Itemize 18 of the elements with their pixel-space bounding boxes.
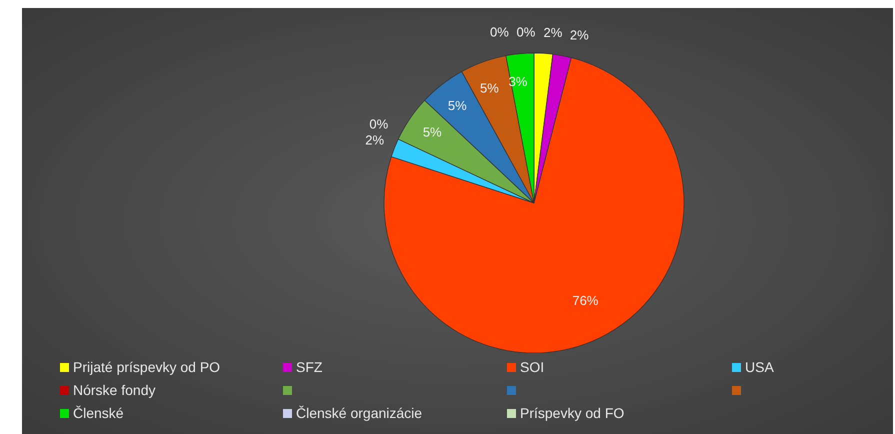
text: 0% xyxy=(516,24,536,40)
legend-label: Príspevky od FO xyxy=(520,405,624,421)
data-label: 2% xyxy=(543,24,563,40)
legend-label: Členské xyxy=(73,405,124,421)
data-label: 5% xyxy=(480,80,500,96)
slice-label: SOI xyxy=(520,359,544,375)
data-label: 2% xyxy=(365,132,384,148)
legend-label: SFZ xyxy=(296,359,322,375)
legend-label: Prijaté príspevky od PO xyxy=(73,359,220,375)
legend-label: Nórske fondy xyxy=(73,382,156,398)
data-label: 5% xyxy=(422,124,442,140)
data-label: 2% xyxy=(570,27,590,42)
text: 0% xyxy=(490,24,509,40)
data-label: 5% xyxy=(448,98,468,114)
legend-label: Členské organizácie xyxy=(296,405,422,421)
legend-label: USA xyxy=(745,359,774,375)
data-label: 76% xyxy=(572,293,599,308)
text: 0% xyxy=(369,116,388,132)
